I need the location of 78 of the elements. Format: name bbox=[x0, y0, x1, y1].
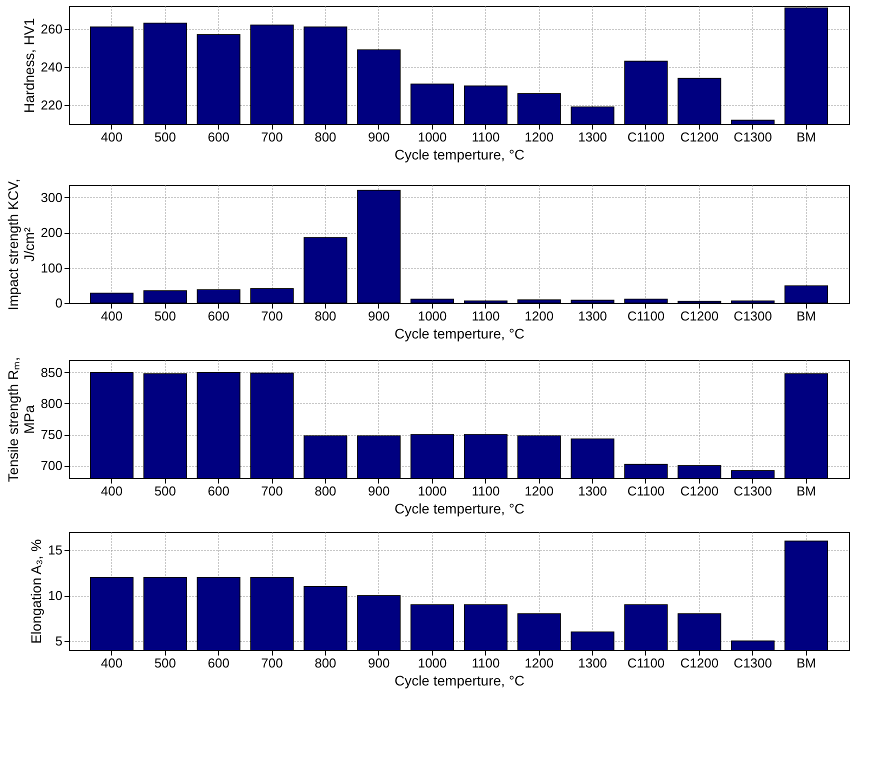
x-tick-label: 600 bbox=[208, 130, 230, 144]
x-tick-label: 1100 bbox=[472, 656, 500, 670]
x-tick-label: 500 bbox=[154, 308, 176, 324]
x-tick-label: C1200 bbox=[680, 130, 719, 144]
x-tick-label: C1100 bbox=[627, 130, 665, 144]
x-tick-label: 800 bbox=[314, 308, 336, 324]
x-tick-label: BM bbox=[796, 484, 816, 498]
x-tick-label: C1100 bbox=[627, 656, 665, 670]
x-tick-label: 700 bbox=[261, 484, 283, 498]
x-tick-label: C1200 bbox=[680, 484, 719, 498]
x-tick-label: C1100 bbox=[627, 484, 665, 498]
x-tick-label: 500 bbox=[154, 484, 176, 498]
x-tick-label: 1100 bbox=[472, 308, 500, 324]
x-axis-title: Cycle temperture, °C bbox=[394, 500, 525, 516]
x-tick-label: C1200 bbox=[680, 656, 719, 670]
x-tick-label: 1000 bbox=[418, 484, 447, 498]
x-tick-label: 900 bbox=[368, 130, 390, 144]
y-tick-label: 0 bbox=[55, 296, 62, 310]
y-tick-label: 260 bbox=[40, 21, 62, 36]
x-tick-label: 800 bbox=[314, 484, 336, 498]
x-axis-title: Cycle temperture, °C bbox=[394, 146, 525, 162]
x-tick-label: 900 bbox=[368, 484, 390, 498]
x-tick-label: 1200 bbox=[524, 308, 554, 324]
x-tick-label: BM bbox=[796, 656, 816, 670]
y-tick-label: 200 bbox=[40, 225, 62, 240]
x-tick-label: C1300 bbox=[734, 484, 772, 498]
x-tick-label: C1300 bbox=[734, 656, 772, 670]
y-axis-title: Impact strength KCV, J/cm² bbox=[4, 178, 37, 310]
y-axis-title: Elongation A₃, % bbox=[28, 539, 44, 644]
x-tick-label: 800 bbox=[314, 130, 336, 144]
x-tick-label: 1300 bbox=[578, 308, 608, 324]
x-tick-label: C1200 bbox=[680, 308, 719, 324]
x-axis-title: Cycle temperture, °C bbox=[394, 326, 525, 342]
x-tick-label: 1000 bbox=[418, 130, 447, 144]
x-tick-label: 600 bbox=[208, 308, 230, 324]
x-tick-label: 1200 bbox=[524, 656, 554, 670]
x-tick-label: 400 bbox=[100, 656, 123, 670]
x-tick-label: 1100 bbox=[472, 484, 500, 498]
y-tick-label: 700 bbox=[40, 458, 62, 474]
x-tick-label: 1100 bbox=[472, 130, 500, 144]
x-tick-label: 1300 bbox=[578, 130, 608, 144]
x-tick-label: 600 bbox=[208, 656, 230, 670]
x-tick-label: C1300 bbox=[734, 130, 772, 144]
x-tick-label: 400 bbox=[100, 130, 123, 144]
x-tick-label: 800 bbox=[314, 656, 336, 670]
x-tick-label: 900 bbox=[368, 656, 390, 670]
x-tick-label: C1300 bbox=[734, 308, 772, 324]
x-tick-label: 1000 bbox=[418, 308, 447, 324]
y-tick-label: 100 bbox=[40, 260, 62, 276]
x-tick-label: 1200 bbox=[524, 484, 554, 498]
x-axis-title: Cycle temperture, °C bbox=[394, 672, 525, 688]
x-tick-label: 500 bbox=[154, 130, 176, 144]
x-tick-label: 1200 bbox=[524, 130, 554, 144]
y-tick-label: 800 bbox=[40, 396, 62, 411]
y-axis-title: Tensile strength Rₘ, MPa bbox=[4, 357, 37, 482]
y-tick-label: 15 bbox=[48, 542, 62, 558]
x-tick-label: 400 bbox=[100, 308, 123, 324]
y-tick-label: 220 bbox=[40, 97, 62, 112]
x-tick-label: 400 bbox=[100, 484, 123, 498]
y-tick-label: 10 bbox=[48, 588, 62, 604]
y-tick-label: 300 bbox=[40, 190, 62, 205]
x-tick-label: BM bbox=[796, 130, 816, 144]
x-tick-label: 1300 bbox=[578, 484, 608, 498]
y-tick-label: 850 bbox=[40, 364, 62, 380]
y-tick-label: 5 bbox=[55, 633, 62, 648]
x-tick-label: 700 bbox=[261, 130, 283, 144]
x-tick-label: BM bbox=[796, 308, 816, 324]
x-tick-label: 700 bbox=[261, 308, 283, 324]
x-tick-label: 700 bbox=[261, 656, 283, 670]
x-tick-label: 1300 bbox=[578, 656, 608, 670]
y-axis-title: Hardness, HV1 bbox=[20, 18, 37, 113]
y-tick-label: 240 bbox=[40, 59, 62, 74]
y-tick-label: 750 bbox=[40, 427, 62, 442]
x-tick-label: 1000 bbox=[418, 656, 447, 670]
x-tick-label: 600 bbox=[208, 484, 230, 498]
x-tick-label: 500 bbox=[154, 656, 176, 670]
x-tick-label: C1100 bbox=[627, 308, 665, 324]
x-tick-label: 900 bbox=[368, 308, 390, 324]
